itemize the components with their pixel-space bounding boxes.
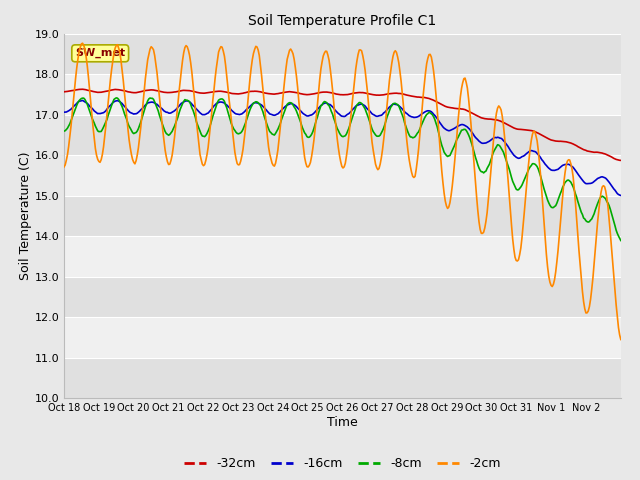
Legend: -32cm, -16cm, -8cm, -2cm: -32cm, -16cm, -8cm, -2cm	[179, 452, 506, 475]
Text: SW_met: SW_met	[75, 48, 125, 59]
Y-axis label: Soil Temperature (C): Soil Temperature (C)	[19, 152, 31, 280]
Bar	[64, 34, 621, 74]
Bar	[64, 317, 621, 358]
X-axis label: Time: Time	[327, 416, 358, 429]
Bar	[64, 115, 621, 155]
Bar	[64, 74, 621, 115]
Title: Soil Temperature Profile C1: Soil Temperature Profile C1	[248, 14, 436, 28]
Bar	[64, 196, 621, 236]
Bar	[64, 155, 621, 196]
Bar	[64, 358, 621, 398]
Bar	[64, 236, 621, 277]
Bar	[64, 277, 621, 317]
